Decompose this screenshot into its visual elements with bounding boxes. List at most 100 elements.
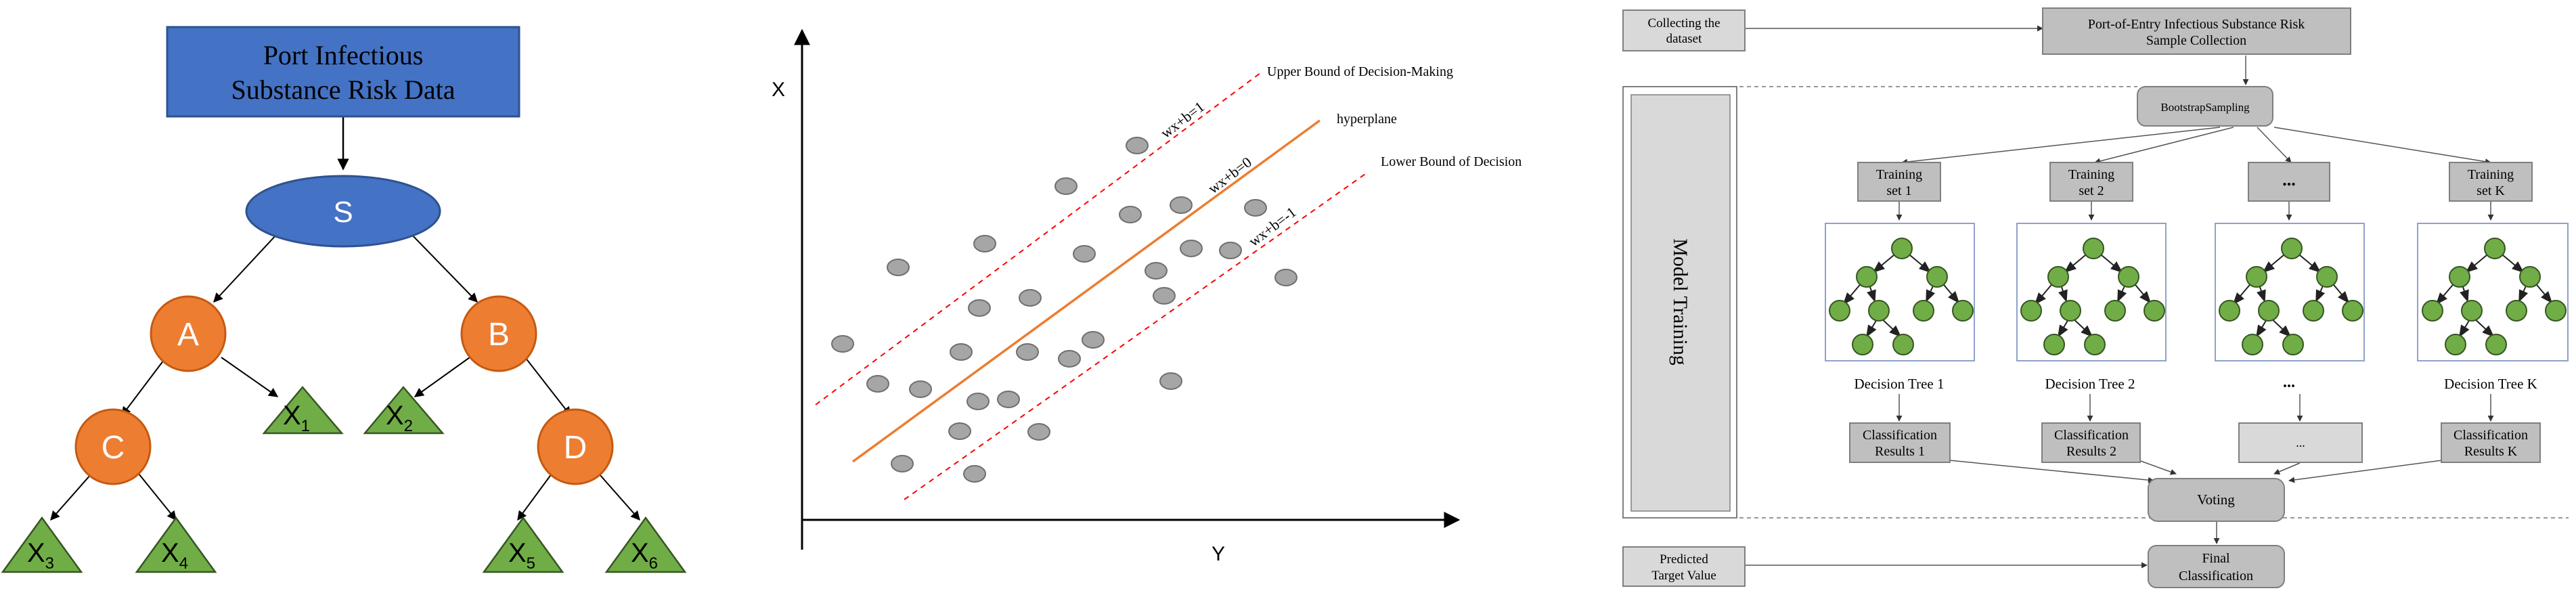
lower-bound-label: Lower Bound of Decision xyxy=(1381,154,1522,169)
data-point xyxy=(997,391,1020,408)
model-training-outline xyxy=(1622,86,1737,519)
node-c-label: C xyxy=(102,430,125,466)
edge-a-c xyxy=(121,357,166,417)
collect-dataset-box xyxy=(1622,9,1746,51)
data-point xyxy=(963,465,986,483)
edge-crdots-voting xyxy=(2273,462,2301,475)
leaf-x1-label: X1 xyxy=(283,401,310,435)
data-point xyxy=(1244,199,1267,217)
root-data-box xyxy=(166,26,520,118)
leaf-x2-label: X2 xyxy=(386,401,413,435)
classification-results-k-box xyxy=(2441,422,2541,463)
bootstrap-label: BootstrapSampling xyxy=(2160,101,2250,114)
edge-d-x6 xyxy=(598,473,640,521)
classification-results-dots-box xyxy=(2238,422,2363,463)
hyperplane-line xyxy=(851,119,1321,463)
training-set-dots-box xyxy=(2248,162,2330,202)
data-point xyxy=(1170,196,1193,214)
training-set-k-line2: set K xyxy=(2477,183,2505,198)
classification-results-2-line1: Classification xyxy=(2054,428,2129,443)
predicted-target-box xyxy=(1622,546,1746,587)
data-point xyxy=(1058,350,1081,368)
hyperplane-label: hyperplane xyxy=(1337,112,1397,127)
classification-results-1-line1: Classification xyxy=(1863,428,1937,443)
sample-collection-line1: Port-of-Entry Infectious Substance Risk xyxy=(2088,17,2305,32)
node-d-label: D xyxy=(564,430,587,466)
classification-results-1-line2: Results 1 xyxy=(1875,444,1925,459)
leaf-x4 xyxy=(135,516,217,573)
voting-box xyxy=(2148,478,2285,522)
leaf-x6 xyxy=(604,516,687,573)
data-point xyxy=(1119,206,1142,223)
data-points xyxy=(831,137,1297,483)
leaf-x5 xyxy=(482,516,564,573)
leaf-x4-label: X4 xyxy=(161,538,188,573)
edge-bootstrap-ts2 xyxy=(2094,127,2234,164)
edge-c-x4 xyxy=(138,473,177,521)
training-set-1-box xyxy=(1857,162,1941,202)
data-point xyxy=(1027,423,1050,441)
axis-y-label: Y xyxy=(1212,543,1225,565)
data-point xyxy=(1159,372,1182,390)
data-point xyxy=(887,259,910,276)
root-label-line2: Substance Risk Data xyxy=(231,74,455,105)
lower-bound-line xyxy=(904,172,1368,500)
training-set-2-line2: set 2 xyxy=(2079,183,2104,198)
edge-cr2-voting xyxy=(2138,460,2177,475)
classification-results-dots-label: ... xyxy=(2296,436,2305,449)
node-d xyxy=(537,408,614,485)
equation-mid: wx+b=0 xyxy=(1205,154,1255,197)
root-label-line1: Port Infectious xyxy=(263,40,424,70)
node-c xyxy=(74,408,152,485)
data-point xyxy=(1274,269,1297,286)
data-point xyxy=(891,455,914,472)
leaf-x3 xyxy=(1,516,83,573)
classification-results-1-box xyxy=(1849,422,1951,463)
decision-tree-k-label: Decision Tree K xyxy=(2444,376,2537,392)
voting-label: Voting xyxy=(2197,491,2235,508)
decision-tree-dots-label: ... xyxy=(2283,374,2295,391)
edge-bootstrap-ts1 xyxy=(1901,127,2221,165)
training-set-k-box xyxy=(2449,162,2533,202)
data-point xyxy=(866,375,889,393)
leaf-x3-label: X3 xyxy=(27,538,54,573)
edge-crk-voting xyxy=(2288,460,2443,483)
classification-results-2-box xyxy=(2041,422,2141,463)
leaf-x1 xyxy=(262,386,344,435)
leaf-x6-label: X6 xyxy=(631,538,658,573)
data-point xyxy=(973,235,996,252)
training-set-1-line1: Training xyxy=(1876,167,1922,182)
data-point xyxy=(1180,240,1203,257)
data-point xyxy=(1126,137,1149,154)
edge-d-x5 xyxy=(517,473,552,521)
classification-results-k-line2: Results K xyxy=(2464,444,2518,459)
panel-random-forest: Collecting the dataset Port-of-Entry Inf… xyxy=(1622,7,2569,588)
model-training-label: Model Training xyxy=(1669,238,1691,366)
axis-x-label: X xyxy=(772,79,785,101)
training-set-2-box xyxy=(2049,162,2133,202)
training-set-k-line1: Training xyxy=(2468,167,2514,182)
final-classification-line1: Final xyxy=(2202,551,2230,566)
node-s xyxy=(245,175,441,248)
final-classification-box xyxy=(2148,545,2285,588)
sample-collection-box xyxy=(2042,7,2351,55)
node-a-label: A xyxy=(177,317,199,353)
data-point xyxy=(1219,242,1242,259)
node-s-label: S xyxy=(333,196,353,229)
edge-bootstrap-tsdots xyxy=(2257,127,2292,163)
predicted-target-line1: Predicted xyxy=(1660,552,1708,567)
data-point xyxy=(909,380,932,398)
training-set-dots-label: ... xyxy=(2282,170,2296,190)
classification-results-2-line2: Results 2 xyxy=(2066,444,2116,459)
upper-bound-line xyxy=(815,72,1261,405)
edge-b-d xyxy=(525,357,571,417)
data-point xyxy=(1016,343,1039,361)
node-a xyxy=(150,295,227,372)
data-point xyxy=(1054,177,1078,195)
training-set-1-line2: set 1 xyxy=(1886,183,1911,198)
edge-bootstrap-tsk xyxy=(2273,127,2491,165)
data-point xyxy=(1145,262,1168,280)
data-point xyxy=(831,335,854,353)
data-point xyxy=(1019,289,1042,307)
